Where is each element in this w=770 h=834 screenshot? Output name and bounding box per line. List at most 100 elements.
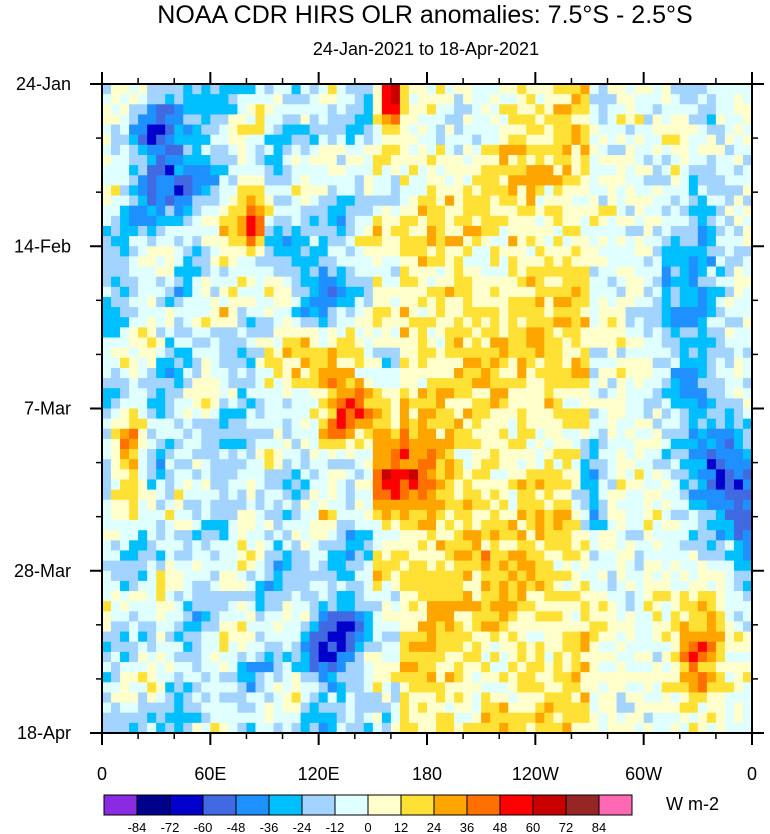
heatmap-cell (598, 84, 609, 95)
heatmap-cell (246, 185, 257, 197)
heatmap-cell (544, 520, 554, 531)
heatmap-cell (264, 165, 275, 176)
y-tick-label: 24-Jan (16, 74, 71, 94)
heatmap-cell (481, 286, 491, 298)
heatmap-cell (228, 94, 239, 105)
heatmap-cell (706, 307, 717, 318)
heatmap-cell (436, 144, 446, 156)
heatmap-cell (264, 144, 275, 156)
heatmap-cell (147, 347, 157, 359)
heatmap-cell (408, 621, 419, 633)
heatmap-cell (463, 225, 473, 237)
heatmap-cell (399, 367, 410, 379)
heatmap-cell (417, 712, 428, 724)
heatmap-cell (354, 327, 365, 339)
heatmap-cell (724, 307, 735, 318)
heatmap-cell (201, 418, 211, 430)
heatmap-cell (219, 144, 229, 156)
heatmap-cell (264, 418, 275, 430)
heatmap-cell (210, 611, 220, 623)
heatmap-cell (327, 347, 338, 359)
heatmap-cell (156, 144, 166, 156)
heatmap-cell (562, 388, 573, 399)
heatmap-cell (111, 175, 121, 187)
heatmap-cell (679, 185, 690, 197)
heatmap-cell (616, 215, 627, 227)
heatmap-cell (237, 175, 248, 187)
heatmap-cell (616, 144, 627, 156)
heatmap-cell (408, 276, 419, 288)
heatmap-cell (625, 540, 636, 552)
heatmap-cell (165, 205, 175, 217)
heatmap-cell (372, 459, 383, 470)
heatmap-cell (183, 631, 193, 643)
heatmap-cell (345, 286, 356, 298)
heatmap-cell (544, 591, 554, 602)
heatmap-cell (165, 408, 175, 420)
heatmap-cell (345, 114, 356, 126)
heatmap-cell (192, 286, 202, 298)
heatmap-cell (634, 560, 645, 572)
heatmap-cell (616, 722, 627, 733)
heatmap-cell (138, 256, 148, 268)
heatmap-cell (427, 327, 437, 339)
heatmap-cell (336, 641, 347, 653)
heatmap-cell (318, 266, 329, 278)
heatmap-cell (246, 236, 257, 247)
heatmap-cell (363, 236, 374, 247)
heatmap-cell (354, 398, 365, 410)
heatmap-cell (183, 337, 193, 349)
heatmap-cell (300, 550, 311, 562)
heatmap-cell (300, 296, 311, 308)
heatmap-cell (183, 165, 193, 176)
heatmap-cell (436, 509, 446, 521)
heatmap-cell (652, 296, 663, 308)
heatmap-cell (598, 357, 609, 369)
heatmap-cell (517, 104, 527, 116)
heatmap-cell (526, 307, 536, 318)
heatmap-cell (354, 215, 365, 227)
heatmap-cell (174, 520, 184, 531)
heatmap-cell (228, 246, 239, 257)
heatmap-cell (354, 682, 365, 694)
heatmap-cell (706, 104, 717, 116)
heatmap-cell (616, 104, 627, 116)
heatmap-cell (562, 266, 573, 278)
heatmap-cell (246, 144, 257, 156)
heatmap-cell (192, 591, 202, 602)
heatmap-cell (174, 449, 184, 460)
heatmap-cell (417, 428, 428, 440)
heatmap-cell (417, 296, 428, 308)
heatmap-cell (228, 134, 239, 146)
heatmap-cell (526, 266, 536, 278)
heatmap-cell (643, 621, 654, 633)
heatmap-cell (634, 672, 645, 683)
heatmap-cell (399, 672, 410, 683)
heatmap-cell (219, 347, 229, 359)
heatmap-cell (273, 398, 284, 410)
heatmap-cell (742, 205, 752, 217)
heatmap-cell (589, 266, 600, 278)
heatmap-cell (120, 449, 130, 460)
heatmap-cell (408, 215, 419, 227)
heatmap-cell (102, 154, 112, 166)
heatmap-cell (345, 195, 356, 207)
heatmap-cell (138, 378, 148, 389)
heatmap-cell (427, 175, 437, 187)
heatmap-cell (634, 570, 645, 582)
heatmap-cell (201, 307, 211, 318)
heatmap-cell (336, 195, 347, 207)
heatmap-cell (354, 296, 365, 308)
heatmap-cell (354, 672, 365, 683)
heatmap-cell (517, 459, 527, 470)
heatmap-cell (174, 692, 184, 704)
heatmap-cell (562, 327, 573, 339)
heatmap-cell (499, 520, 509, 531)
heatmap-cell (390, 580, 401, 592)
heatmap-cell (255, 682, 266, 694)
heatmap-cell (183, 438, 193, 450)
heatmap-cell (318, 398, 329, 410)
heatmap-cell (273, 154, 284, 166)
heatmap-cell (273, 246, 284, 257)
heatmap-cell (327, 144, 338, 156)
